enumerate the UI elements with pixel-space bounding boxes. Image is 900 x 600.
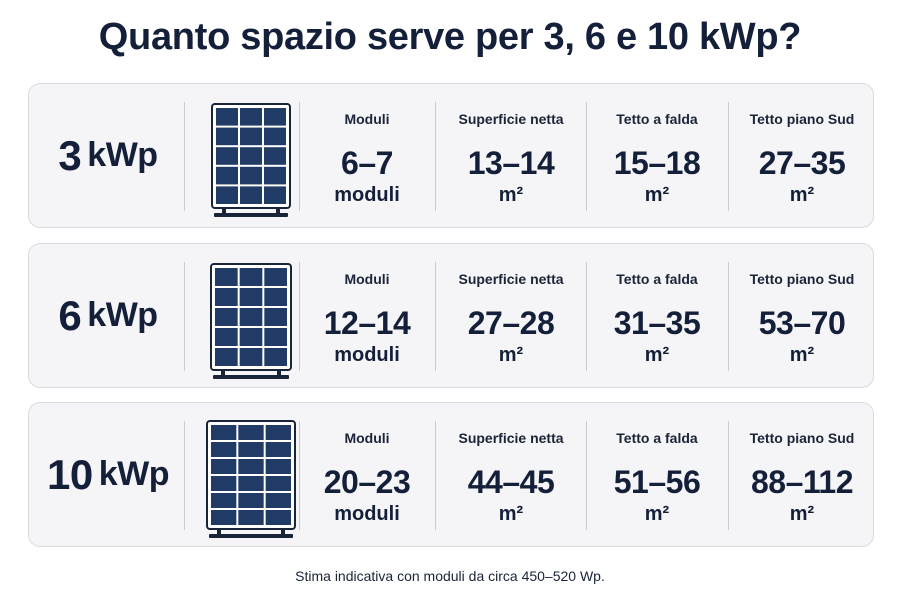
- divider: [435, 102, 436, 211]
- column-value: 12–14: [323, 305, 411, 341]
- column-unit: m²: [498, 503, 524, 525]
- column-unit: m²: [789, 344, 815, 366]
- column-value: 44–45: [467, 464, 555, 500]
- divider: [586, 421, 587, 530]
- divider: [586, 102, 587, 211]
- column-unit: m²: [498, 184, 524, 206]
- column-tetto-piano-sud: Tetto piano Sud 53–70 m²: [729, 244, 875, 387]
- column-tetto-piano-sud: Tetto piano Sud 27–35 m²: [729, 84, 875, 227]
- column-unit: moduli: [334, 503, 400, 525]
- power-unit: kWp: [87, 136, 158, 174]
- divider: [586, 262, 587, 371]
- page-title: Quanto spazio serve per 3, 6 e 10 kWp?: [98, 16, 802, 58]
- power-label: 6 kWp: [29, 244, 187, 387]
- column-unit: m²: [789, 184, 815, 206]
- column-unit: m²: [498, 344, 524, 366]
- column-label: Tetto a falda: [616, 430, 698, 446]
- column-value: 27–28: [467, 305, 555, 341]
- column-label: Moduli: [344, 430, 390, 446]
- solar-panel-icon: [197, 413, 305, 538]
- column-tetto-a-falda: Tetto a falda 51–56 m²: [587, 403, 727, 546]
- solar-panel-icon: [197, 94, 305, 219]
- divider: [299, 102, 300, 211]
- column-superficie-netta: Superficie netta 44–45 m²: [437, 403, 585, 546]
- column-tetto-piano-sud: Tetto piano Sud 88–112 m²: [729, 403, 875, 546]
- column-label: Tetto a falda: [616, 111, 698, 127]
- power-value: 6: [58, 291, 82, 339]
- column-label: Tetto piano Sud: [749, 430, 855, 446]
- column-unit: moduli: [334, 344, 400, 366]
- power-value: 10: [47, 450, 93, 498]
- divider: [728, 102, 729, 211]
- column-moduli: Moduli 20–23 moduli: [301, 403, 433, 546]
- column-label: Tetto a falda: [616, 271, 698, 287]
- column-value: 51–56: [613, 464, 701, 500]
- solar-panel-icon: [197, 254, 305, 379]
- column-value: 6–7: [341, 145, 393, 181]
- divider: [728, 262, 729, 371]
- column-unit: m²: [644, 344, 670, 366]
- column-superficie-netta: Superficie netta 27–28 m²: [437, 244, 585, 387]
- column-value: 15–18: [613, 145, 701, 181]
- column-value: 53–70: [758, 305, 846, 341]
- column-label: Superficie netta: [458, 430, 564, 446]
- column-unit: m²: [644, 503, 670, 525]
- column-value: 27–35: [758, 145, 846, 181]
- divider: [299, 262, 300, 371]
- column-label: Tetto piano Sud: [749, 271, 855, 287]
- column-label: Superficie netta: [458, 111, 564, 127]
- divider: [435, 262, 436, 371]
- row-card-6kwp: 6 kWp Moduli 12–14 moduli Superficie nett…: [28, 243, 874, 388]
- divider: [184, 262, 185, 371]
- column-unit: moduli: [334, 184, 400, 206]
- power-label: 10 kWp: [29, 403, 187, 546]
- column-value: 20–23: [323, 464, 411, 500]
- column-value: 13–14: [467, 145, 555, 181]
- power-label: 3 kWp: [29, 84, 187, 227]
- divider: [299, 421, 300, 530]
- divider: [728, 421, 729, 530]
- footnote: Stima indicativa con moduli da circa 450…: [295, 568, 605, 584]
- column-moduli: Moduli 6–7 moduli: [301, 84, 433, 227]
- power-value: 3: [58, 131, 82, 179]
- column-moduli: Moduli 12–14 moduli: [301, 244, 433, 387]
- column-tetto-a-falda: Tetto a falda 31–35 m²: [587, 244, 727, 387]
- column-unit: m²: [644, 184, 670, 206]
- divider: [184, 421, 185, 530]
- divider: [184, 102, 185, 211]
- column-unit: m²: [789, 503, 815, 525]
- row-card-10kwp: 10 kWp Moduli 20–23 moduli Superficie net…: [28, 402, 874, 547]
- divider: [435, 421, 436, 530]
- column-label: Superficie netta: [458, 271, 564, 287]
- column-label: Tetto piano Sud: [749, 111, 855, 127]
- row-card-3kwp: 3 kWp Moduli 6–7 moduli Superficie netta …: [28, 83, 874, 228]
- column-value: 31–35: [613, 305, 701, 341]
- power-unit: kWp: [98, 455, 170, 493]
- column-superficie-netta: Superficie netta 13–14 m²: [437, 84, 585, 227]
- column-label: Moduli: [344, 271, 390, 287]
- column-tetto-a-falda: Tetto a falda 15–18 m²: [587, 84, 727, 227]
- column-value: 88–112: [750, 464, 854, 500]
- column-label: Moduli: [344, 111, 390, 127]
- power-unit: kWp: [87, 296, 158, 334]
